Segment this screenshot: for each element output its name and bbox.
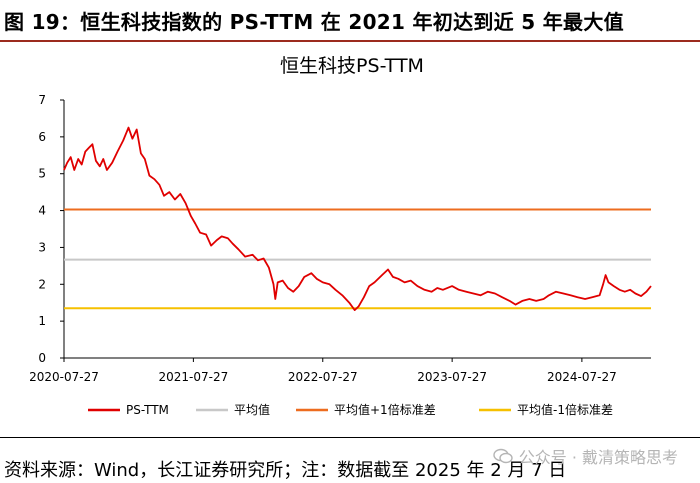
series-line-ps-ttm: [63, 126, 652, 311]
figure-footer: 资料来源：Wind，长江证券研究所；注：数据截至 2025 年 2 月 7 日 …: [0, 437, 700, 483]
legend-label-1: 平均值: [234, 402, 270, 417]
y-tick-label: 7: [38, 93, 46, 107]
chart-title: 恒生科技PS-TTM: [280, 55, 424, 77]
x-tick-label: 2024-07-27: [547, 370, 617, 384]
source-note: 资料来源：Wind，长江证券研究所；注：数据截至 2025 年 2 月 7 日: [4, 460, 567, 481]
legend-label-0: PS-TTM: [126, 403, 169, 417]
watermark: 公众号 · 戴清策略思考: [493, 444, 678, 468]
legend: PS-TTM 平均值 平均值+1倍标准差 平均值-1倍标准差: [88, 402, 613, 417]
y-tick-label: 1: [38, 314, 46, 328]
axes: 0 1 2 3 4 5 6 7 2020-07-27 2021-07-27 2022-07-27 20…: [29, 93, 651, 384]
x-tick-label: 2020-07-27: [29, 370, 99, 384]
y-tick-label: 0: [38, 351, 46, 365]
y-tick-label: 6: [38, 130, 46, 144]
figure-title: 图 19：恒生科技指数的 PS-TTM 在 2021 年初达到近 5 年最大值: [4, 10, 624, 34]
y-tick-label: 5: [38, 167, 46, 181]
x-tick-label: 2023-07-27: [417, 370, 487, 384]
legend-label-2: 平均值+1倍标准差: [334, 402, 436, 417]
series-line-group: [63, 126, 652, 311]
y-tick-label: 3: [38, 240, 46, 254]
y-tick-label: 2: [38, 277, 46, 291]
watermark-text: 公众号 · 戴清策略思考: [518, 448, 678, 467]
legend-label-3: 平均值-1倍标准差: [517, 402, 613, 417]
wechat-icon: [493, 448, 513, 464]
figure-header: 图 19：恒生科技指数的 PS-TTM 在 2021 年初达到近 5 年最大值: [0, 0, 700, 42]
x-tick-label: 2021-07-27: [159, 370, 229, 384]
x-tick-label: 2022-07-27: [288, 370, 358, 384]
ps-ttm-chart: 恒生科技PS-TTM 0 1 2 3 4 5 6 7 2020-07-27 2021-07-27 2…: [29, 55, 652, 417]
y-tick-label: 4: [38, 204, 46, 218]
